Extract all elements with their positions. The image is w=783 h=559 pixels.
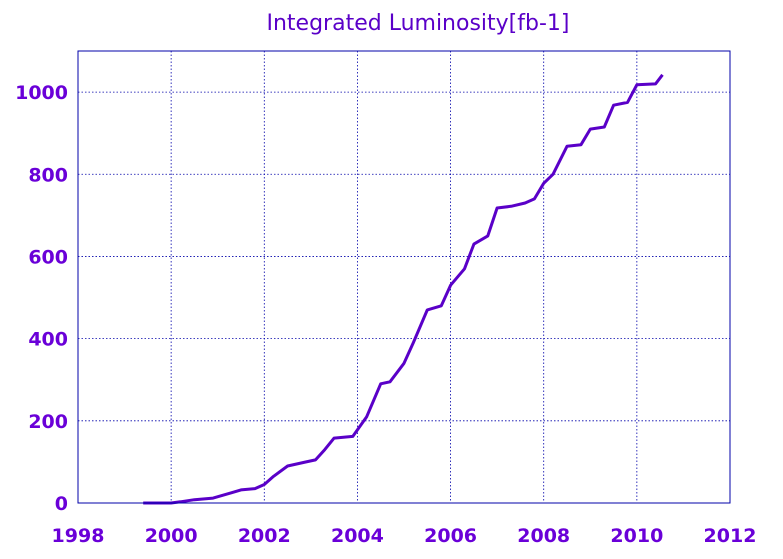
y-tick-label: 200 [28,411,68,433]
x-axis: 1998 2000 2002 2004 2006 2008 2010 2012 [52,525,757,547]
series-line [143,73,664,505]
series-layer [143,73,664,505]
grid-lines [78,51,730,503]
x-tick-label: 2008 [517,525,570,547]
x-tick-label: 2000 [145,525,198,547]
x-tick-label: 2010 [610,525,663,547]
y-tick-label: 400 [28,329,68,351]
x-tick-label: 1998 [52,525,105,547]
y-axis: 0 200 400 600 800 1000 [15,82,68,515]
y-tick-label: 0 [55,493,68,515]
plot-frame [77,50,731,504]
x-tick-label: 2004 [331,525,384,547]
y-tick-label: 800 [28,164,68,186]
x-tick-label: 2012 [704,525,757,547]
chart-title: Integrated Luminosity[fb-1] [267,11,570,36]
y-tick-label: 1000 [15,82,68,104]
y-tick-label: 600 [28,246,68,268]
x-tick-label: 2002 [238,525,291,547]
x-tick-label: 2006 [424,525,477,547]
